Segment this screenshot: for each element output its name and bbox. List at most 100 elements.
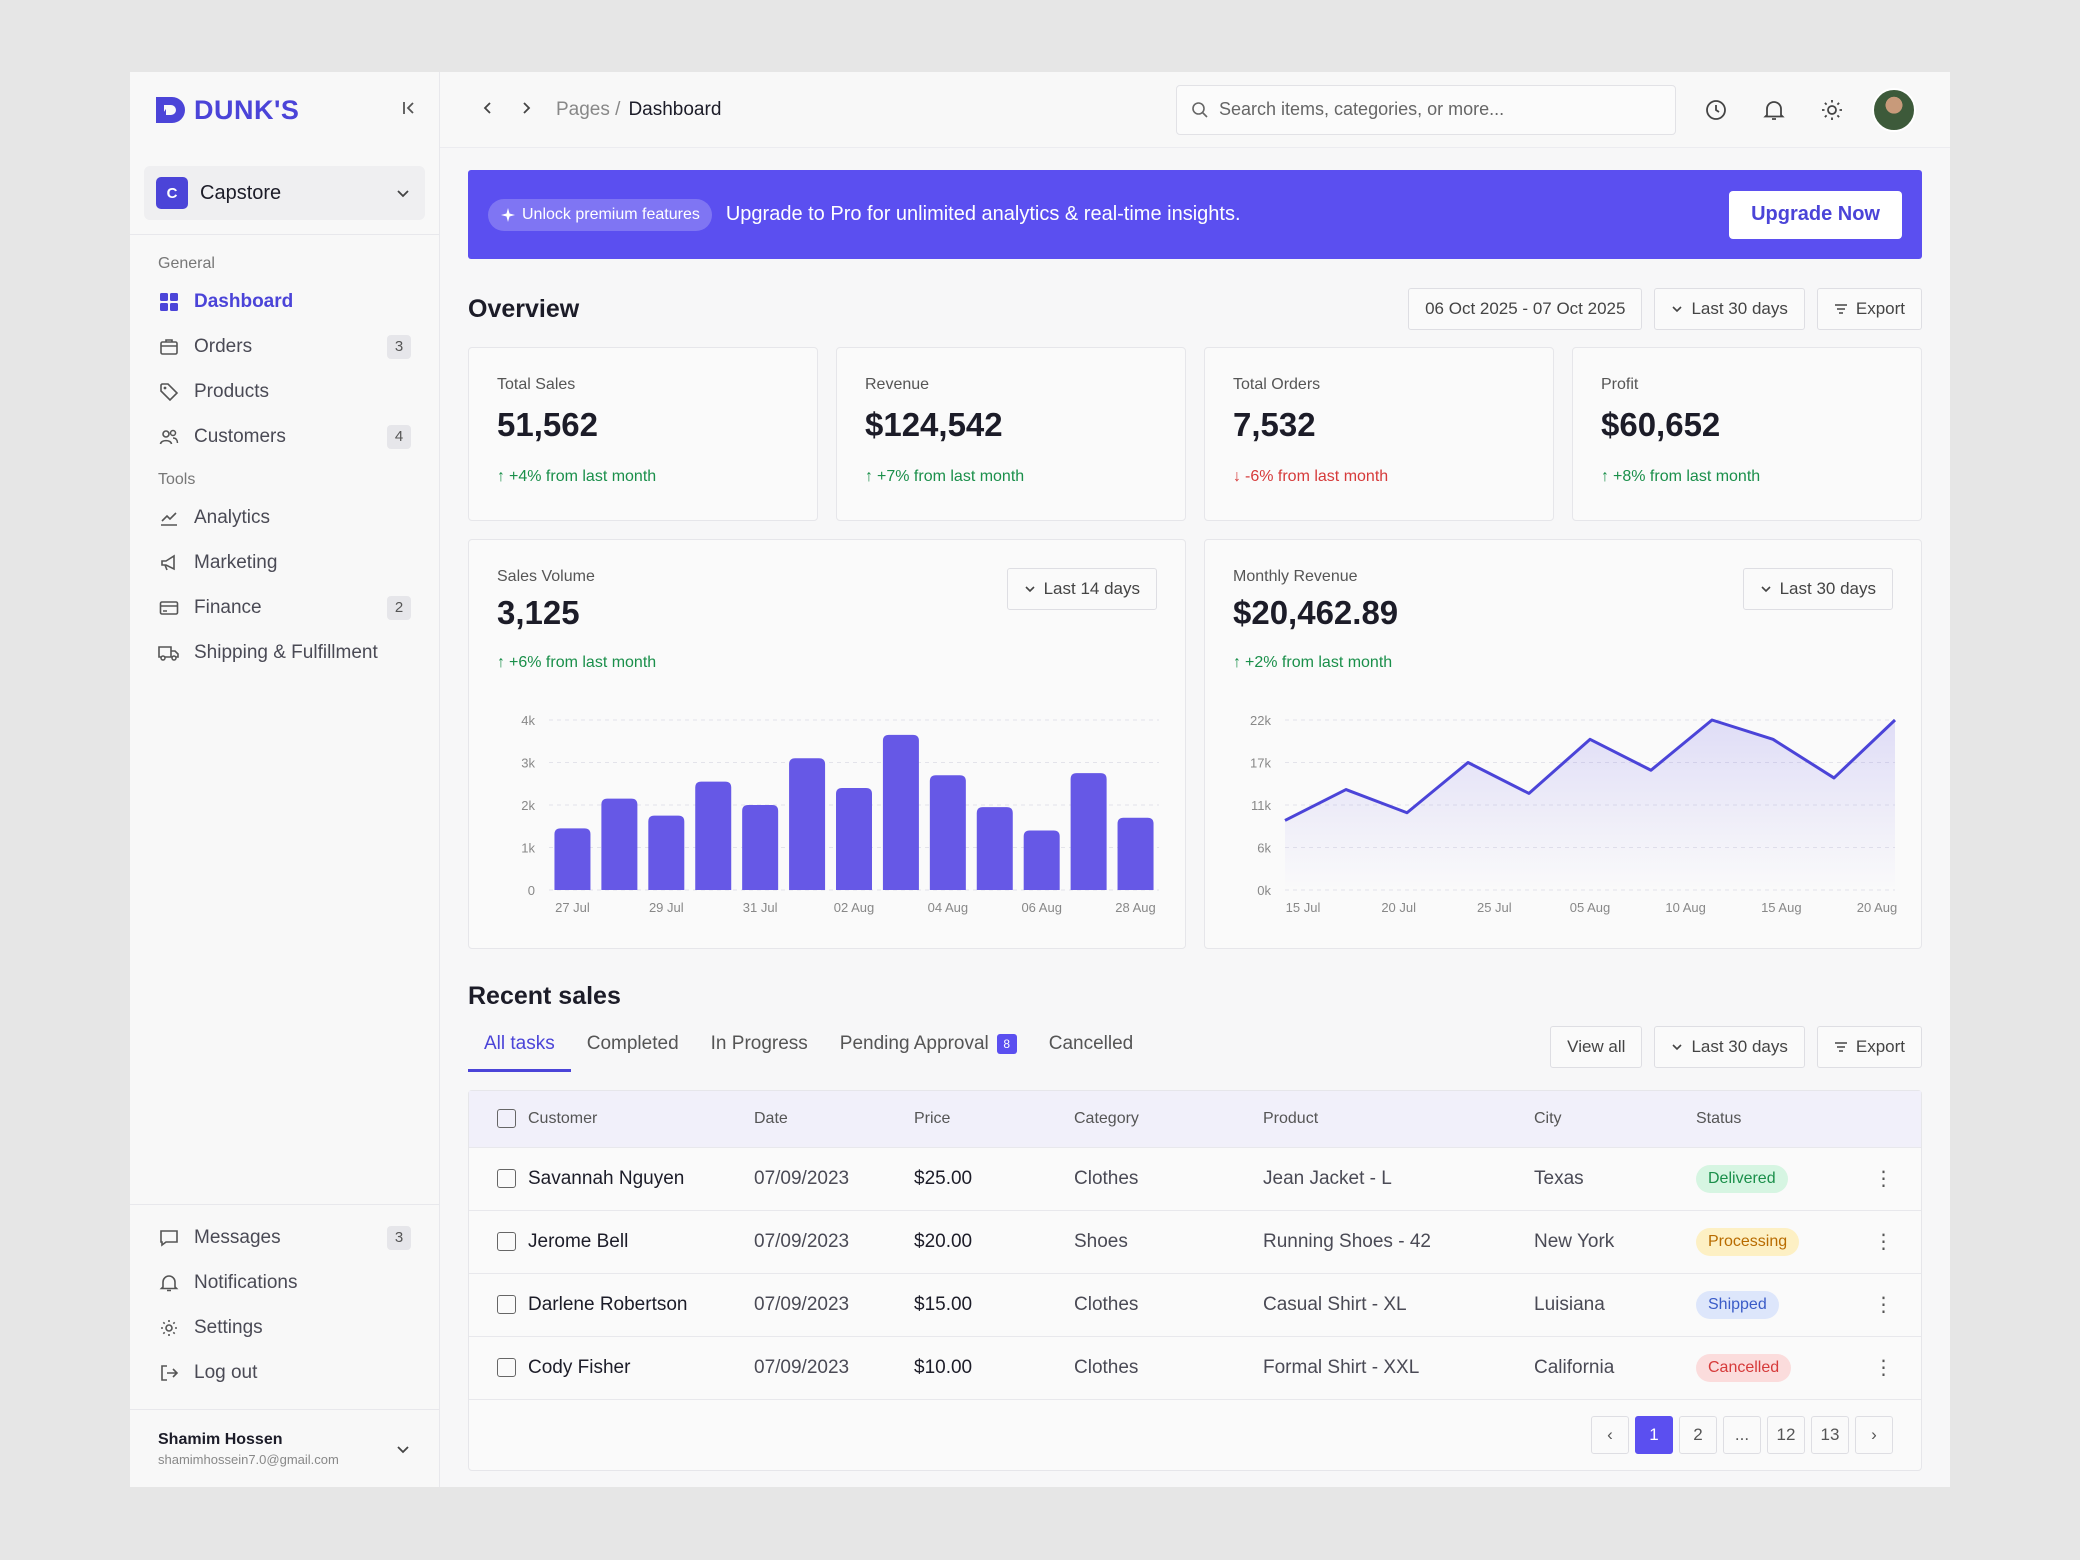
back-arrow-icon[interactable]	[480, 98, 496, 121]
workspace-switcher[interactable]: C Capstore	[144, 166, 425, 220]
sidebar-item-messages[interactable]: Messages 3	[130, 1215, 439, 1260]
chevron-down-icon	[1672, 1043, 1683, 1050]
y-tick-label: 11k	[1251, 798, 1271, 813]
bar[interactable]	[1023, 830, 1060, 891]
chevron-down-icon	[397, 190, 409, 198]
sidebar-item-marketing[interactable]: Marketing	[130, 540, 439, 585]
chart-period-select[interactable]: Last 30 days	[1742, 568, 1893, 610]
bar[interactable]	[695, 781, 732, 890]
chart-row: Sales Volume 3,125 Last 14 days ↑ +6% fro…	[468, 539, 1922, 949]
export-button[interactable]: Export	[1816, 288, 1922, 330]
collapse-sidebar-icon[interactable]	[401, 100, 417, 121]
table-row[interactable]: Darlene Robertson 07/09/2023 $15.00 Clot…	[469, 1272, 1921, 1336]
pagination-page[interactable]: 1	[1635, 1416, 1673, 1454]
bar[interactable]	[836, 788, 872, 890]
column-header[interactable]: Product	[1263, 1109, 1319, 1127]
upgrade-now-button[interactable]: Upgrade Now	[1729, 190, 1902, 239]
y-tick-label: 17k	[1250, 756, 1271, 771]
column-header[interactable]: City	[1534, 1109, 1562, 1127]
bar[interactable]	[601, 798, 638, 890]
table-row[interactable]: Savannah Nguyen 07/09/2023 $25.00 Clothe…	[469, 1146, 1921, 1210]
bar[interactable]	[929, 775, 966, 890]
stat-card-profit: Profit $60,652 ↑ +8% from last month	[1572, 347, 1922, 521]
x-tick-label: 06 Aug	[1021, 900, 1062, 915]
export-button[interactable]: Export	[1816, 1025, 1922, 1068]
bar[interactable]	[648, 815, 685, 890]
view-all-button[interactable]: View all	[1550, 1025, 1643, 1068]
bar[interactable]	[742, 805, 779, 890]
period-select[interactable]: Last 30 days	[1654, 288, 1805, 330]
chart-period-select[interactable]: Last 14 days	[1006, 568, 1157, 610]
sidebar-item-orders[interactable]: Orders 3	[130, 324, 439, 369]
bar[interactable]	[554, 828, 591, 890]
pagination-next[interactable]: ›	[1855, 1416, 1893, 1454]
customer-name: Darlene Robertson	[528, 1293, 688, 1315]
column-header[interactable]: Status	[1696, 1109, 1742, 1127]
tab-label: Cancelled	[1048, 1033, 1134, 1054]
column-header[interactable]: Customer	[528, 1109, 598, 1127]
y-tick-label: 22k	[1250, 713, 1271, 728]
pagination-prev[interactable]: ‹	[1591, 1416, 1629, 1454]
row-checkbox[interactable]	[497, 1295, 516, 1314]
forward-arrow-icon[interactable]	[518, 98, 534, 121]
pagination-page[interactable]: 13	[1811, 1416, 1849, 1454]
sidebar-item-shipping[interactable]: Shipping & Fulfillment	[130, 630, 439, 675]
search-input[interactable]	[1219, 99, 1661, 120]
sidebar-item-analytics[interactable]: Analytics	[130, 495, 439, 540]
column-header[interactable]: Date	[754, 1109, 788, 1127]
tab-cancelled[interactable]: Cancelled	[1033, 1021, 1150, 1072]
column-header[interactable]: Price	[914, 1109, 951, 1127]
sidebar-item-logout[interactable]: Log out	[130, 1350, 439, 1395]
table-row[interactable]: Jerome Bell 07/09/2023 $20.00 Shoes Runn…	[469, 1209, 1921, 1273]
more-options-icon[interactable]: ⋮	[1846, 1209, 1921, 1273]
bell-icon[interactable]	[1756, 92, 1792, 128]
date-range-picker[interactable]: 06 Oct 2025 - 07 Oct 2025	[1408, 288, 1643, 330]
tab-all-tasks[interactable]: All tasks	[468, 1021, 571, 1072]
order-city: Luisiana	[1534, 1272, 1696, 1336]
column-header[interactable]: Category	[1074, 1109, 1139, 1127]
grid-icon	[158, 291, 180, 313]
chevron-down-icon	[1761, 586, 1771, 593]
sidebar-item-dashboard[interactable]: Dashboard	[130, 279, 439, 324]
search-box[interactable]	[1176, 84, 1676, 135]
avatar[interactable]	[1872, 87, 1916, 132]
row-checkbox[interactable]	[497, 1232, 516, 1251]
bar[interactable]	[976, 807, 1013, 890]
more-options-icon[interactable]: ⋮	[1846, 1146, 1921, 1210]
sidebar-item-customers[interactable]: Customers 4	[130, 414, 439, 459]
more-options-icon[interactable]: ⋮	[1846, 1272, 1921, 1336]
bar[interactable]	[789, 758, 826, 890]
tab-pending-approval[interactable]: Pending Approval 8	[824, 1021, 1033, 1072]
sidebar-item-notifications[interactable]: Notifications	[130, 1260, 439, 1305]
table-row[interactable]: Cody Fisher 07/09/2023 $10.00 Clothes Fo…	[469, 1335, 1921, 1399]
revenue-line[interactable]	[1284, 718, 1897, 822]
pagination-page[interactable]: 12	[1767, 1416, 1805, 1454]
user-menu[interactable]: Shamim Hossen shamimhossein7.0@gmail.com	[130, 1409, 439, 1487]
tab-in-progress[interactable]: In Progress	[695, 1021, 824, 1072]
row-checkbox[interactable]	[497, 1358, 516, 1378]
more-options-icon[interactable]: ⋮	[1846, 1335, 1921, 1399]
breadcrumb-parent[interactable]: Pages /	[556, 98, 621, 120]
history-icon[interactable]	[1698, 92, 1734, 128]
stat-trend: ↑ +4% from last month	[497, 468, 789, 486]
sales-volume-card: Sales Volume 3,125 Last 14 days ↑ +6% fro…	[468, 539, 1186, 949]
sidebar-item-products[interactable]: Products	[130, 369, 439, 414]
pagination-page[interactable]: 2	[1679, 1416, 1717, 1454]
logout-icon	[158, 1362, 180, 1384]
sidebar-item-finance[interactable]: Finance 2	[130, 585, 439, 630]
bar[interactable]	[882, 734, 919, 890]
brand-logo[interactable]: DUNK'S	[152, 93, 299, 127]
select-all-checkbox[interactable]	[497, 1109, 516, 1129]
y-tick-label: 3k	[521, 756, 535, 771]
bar[interactable]	[1117, 817, 1154, 890]
period-select[interactable]: Last 30 days	[1654, 1025, 1805, 1068]
sidebar-item-settings[interactable]: Settings	[130, 1305, 439, 1350]
sun-icon[interactable]	[1814, 92, 1850, 128]
bar[interactable]	[1070, 773, 1107, 890]
row-checkbox[interactable]	[497, 1169, 516, 1188]
sidebar-item-label: Customers	[194, 425, 286, 447]
y-tick-label: 4k	[521, 713, 535, 728]
brand-logo-icon	[156, 97, 185, 123]
tab-label: Pending Approval	[839, 1033, 989, 1054]
tab-completed[interactable]: Completed	[571, 1021, 695, 1072]
